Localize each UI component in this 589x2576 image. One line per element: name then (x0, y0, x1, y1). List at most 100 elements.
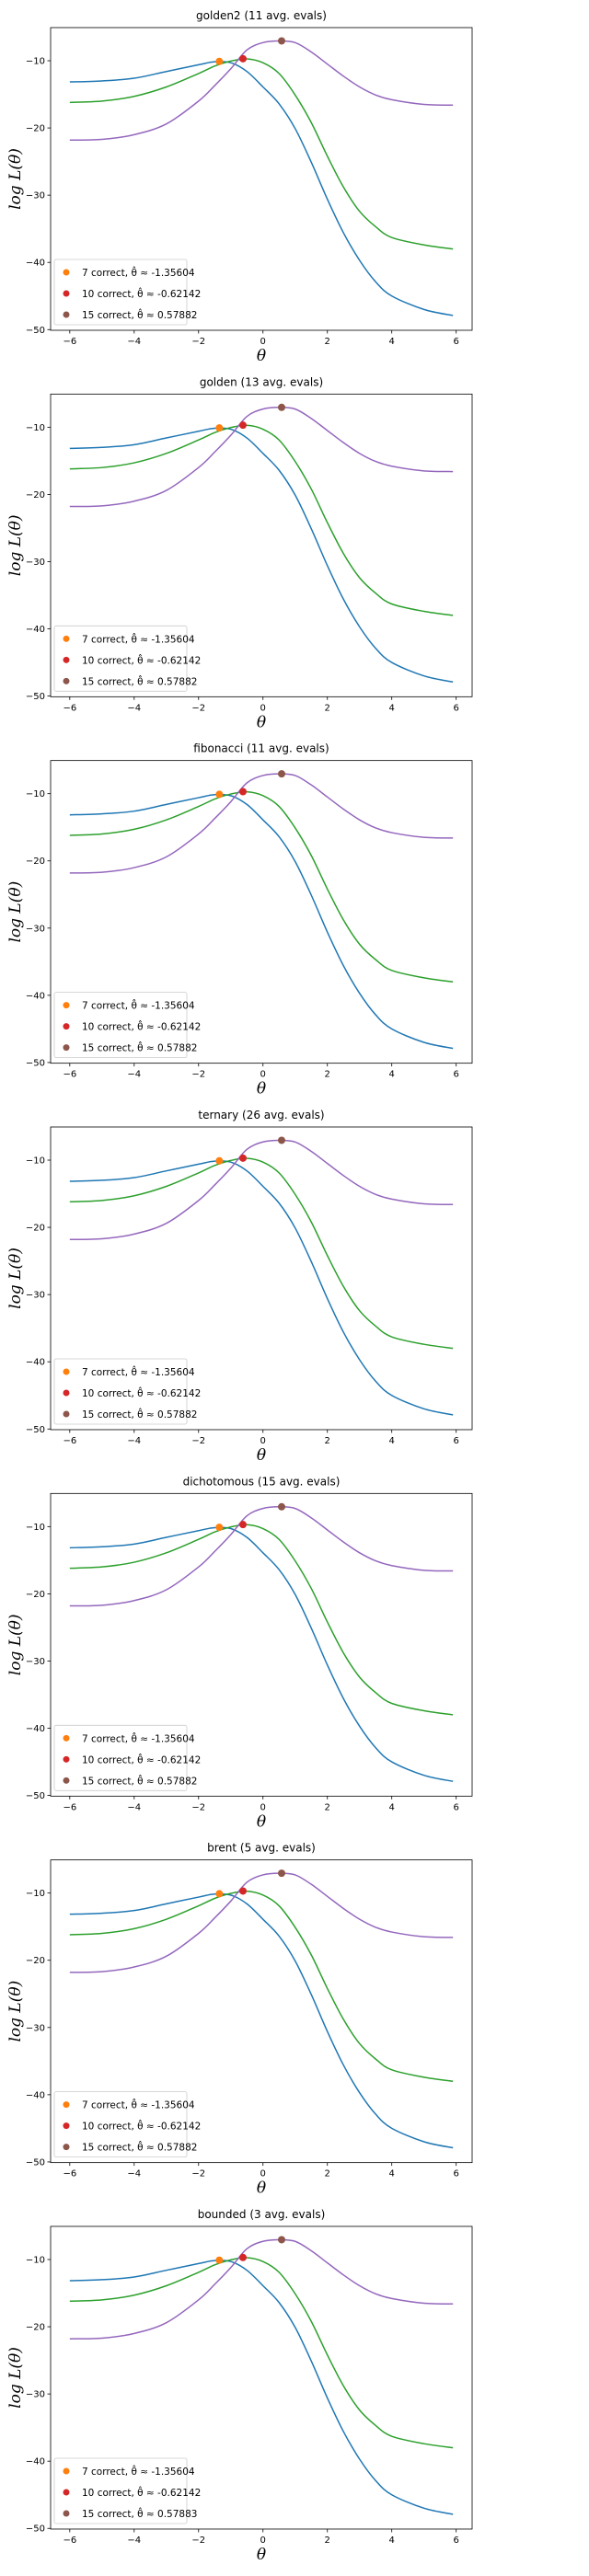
y-tick-label: −40 (26, 1724, 45, 1734)
chart-title: brent (5 avg. evals) (207, 1842, 316, 1855)
axes-frame (50, 1126, 473, 1431)
y-axis-label: log L(θ) (6, 1248, 25, 1309)
series-line-2 (69, 2238, 454, 2340)
series-line-1 (69, 790, 454, 983)
series-line-0 (69, 1160, 454, 1416)
axes-frame (50, 1859, 473, 2164)
x-tick-label: −2 (191, 1436, 205, 1446)
legend-marker (63, 656, 70, 663)
chart-title: golden2 (11 avg. evals) (196, 9, 327, 22)
legend-label: 7 correct, θ̂ ≈ -1.35604 (82, 2099, 195, 2111)
x-tick-label: 4 (389, 2169, 395, 2179)
x-tick-label: 0 (260, 1070, 266, 1080)
series-line-1 (69, 58, 454, 250)
legend-label: 15 correct, θ̂ ≈ 0.57882 (82, 2141, 197, 2154)
y-tick-label: −40 (26, 2457, 45, 2467)
axes-frame (50, 1492, 473, 1797)
legend-label: 10 correct, θ̂ ≈ -0.62142 (82, 1020, 201, 1033)
subplot-1: golden (13 avg. evals)−6 −4 −2 0 2 4 6−10−20−3… (6, 375, 473, 731)
subplot-0: golden2 (11 avg. evals)−6 −4 −2 0 2 4 6−10−20−… (6, 9, 473, 365)
x-tick-label: 0 (260, 1436, 266, 1446)
x-tick-label: 0 (260, 703, 266, 713)
y-axis-label: log L(θ) (6, 1614, 25, 1675)
y-tick-label: −30 (26, 191, 45, 201)
x-axis-label: θ (257, 2546, 266, 2564)
estimate-point-1 (239, 2253, 248, 2261)
legend-marker (63, 2510, 70, 2517)
legend: 7 correct, θ̂ ≈ -1.35604 10 correct, θ̂ ≈… (53, 992, 201, 1059)
estimate-point-2 (278, 1136, 286, 1144)
series-line-2 (69, 773, 454, 874)
estimate-point-1 (239, 1887, 248, 1895)
legend-marker (63, 2467, 70, 2475)
x-tick-label: −4 (127, 1436, 141, 1446)
y-tick-label: −10 (26, 789, 45, 799)
x-tick-label: −6 (63, 2536, 76, 2546)
chart-title: fibonacci (11 avg. evals) (193, 742, 329, 755)
chart-title: ternary (26 avg. evals) (198, 1109, 324, 1121)
x-tick-label: 4 (389, 1802, 395, 1812)
y-tick-label: −40 (26, 2090, 45, 2100)
legend: 7 correct, θ̂ ≈ -1.35604 10 correct, θ̂ ≈… (53, 259, 201, 326)
estimate-point-0 (215, 1156, 224, 1165)
legend-marker (63, 269, 70, 276)
legend-marker (63, 2144, 70, 2151)
estimate-point-2 (278, 2236, 286, 2244)
estimate-point-2 (278, 1502, 286, 1511)
legend-marker (63, 677, 70, 684)
x-tick-label: 2 (325, 1802, 330, 1812)
y-axis-label: log L(θ) (6, 881, 25, 943)
x-tick-label: −2 (191, 2169, 205, 2179)
x-tick-label: −2 (191, 703, 205, 713)
legend-marker (63, 1368, 70, 1375)
x-tick-label: 4 (389, 1436, 395, 1446)
legend-label: 10 correct, θ̂ ≈ -0.62142 (82, 1386, 201, 1399)
subplot-5: brent (5 avg. evals)−6 −4 −2 0 2 4 6−10−20−30−… (6, 1842, 473, 2198)
y-axis-label: log L(θ) (6, 2347, 25, 2409)
legend-label: 7 correct, θ̂ ≈ -1.35604 (82, 2465, 195, 2478)
y-tick-label: −10 (26, 57, 45, 67)
legend-label: 10 correct, θ̂ ≈ -0.62142 (82, 653, 201, 666)
axes-frame (50, 2225, 473, 2530)
y-tick-label: −40 (26, 625, 45, 635)
x-tick-label: 4 (389, 1070, 395, 1080)
x-tick-label: −6 (63, 2169, 76, 2179)
legend-box (53, 1358, 188, 1425)
legend-label: 7 correct, θ̂ ≈ -1.35604 (82, 632, 195, 645)
y-tick-label: −30 (26, 1291, 45, 1301)
y-tick-label: −30 (26, 2390, 45, 2400)
legend-marker (63, 311, 70, 318)
legend-marker (63, 1389, 70, 1397)
legend-box (53, 625, 188, 692)
estimate-point-0 (215, 790, 224, 799)
x-tick-label: 2 (325, 2169, 330, 2179)
series-line-2 (69, 1872, 454, 1973)
x-tick-label: 4 (389, 337, 395, 347)
x-tick-label: 0 (260, 2169, 266, 2179)
y-tick-label: −30 (26, 2023, 45, 2033)
series-line-0 (69, 1892, 454, 2149)
legend-label: 10 correct, θ̂ ≈ -0.62142 (82, 1753, 201, 1765)
y-tick-label: −30 (26, 1657, 45, 1667)
y-tick-label: −10 (26, 1889, 45, 1899)
subplot-6: bounded (3 avg. evals)−6 −4 −2 0 2 4 6−10−20−3… (6, 2208, 473, 2564)
x-tick-label: 4 (389, 2536, 395, 2546)
x-tick-label: 0 (260, 2536, 266, 2546)
x-tick-label: −2 (191, 1802, 205, 1812)
legend-label: 15 correct, θ̂ ≈ 0.57883 (82, 2507, 197, 2520)
legend: 7 correct, θ̂ ≈ -1.35604 10 correct, θ̂ ≈… (53, 1358, 201, 1425)
x-tick-label: −4 (127, 703, 141, 713)
series-line-0 (69, 61, 454, 316)
x-tick-label: −6 (63, 1436, 76, 1446)
legend-label: 7 correct, θ̂ ≈ -1.35604 (82, 999, 195, 1012)
y-tick-label: −10 (26, 1156, 45, 1167)
x-tick-label: −6 (63, 1802, 76, 1812)
x-tick-label: 0 (260, 337, 266, 347)
chart-title: dichotomous (15 avg. evals) (183, 1475, 341, 1488)
y-axis-label: log L(θ) (6, 1981, 25, 2042)
legend-label: 10 correct, θ̂ ≈ -0.62142 (82, 287, 201, 300)
x-tick-label: 6 (453, 337, 458, 347)
x-tick-label: −4 (127, 1802, 141, 1812)
x-axis-label: θ (257, 1446, 266, 1465)
